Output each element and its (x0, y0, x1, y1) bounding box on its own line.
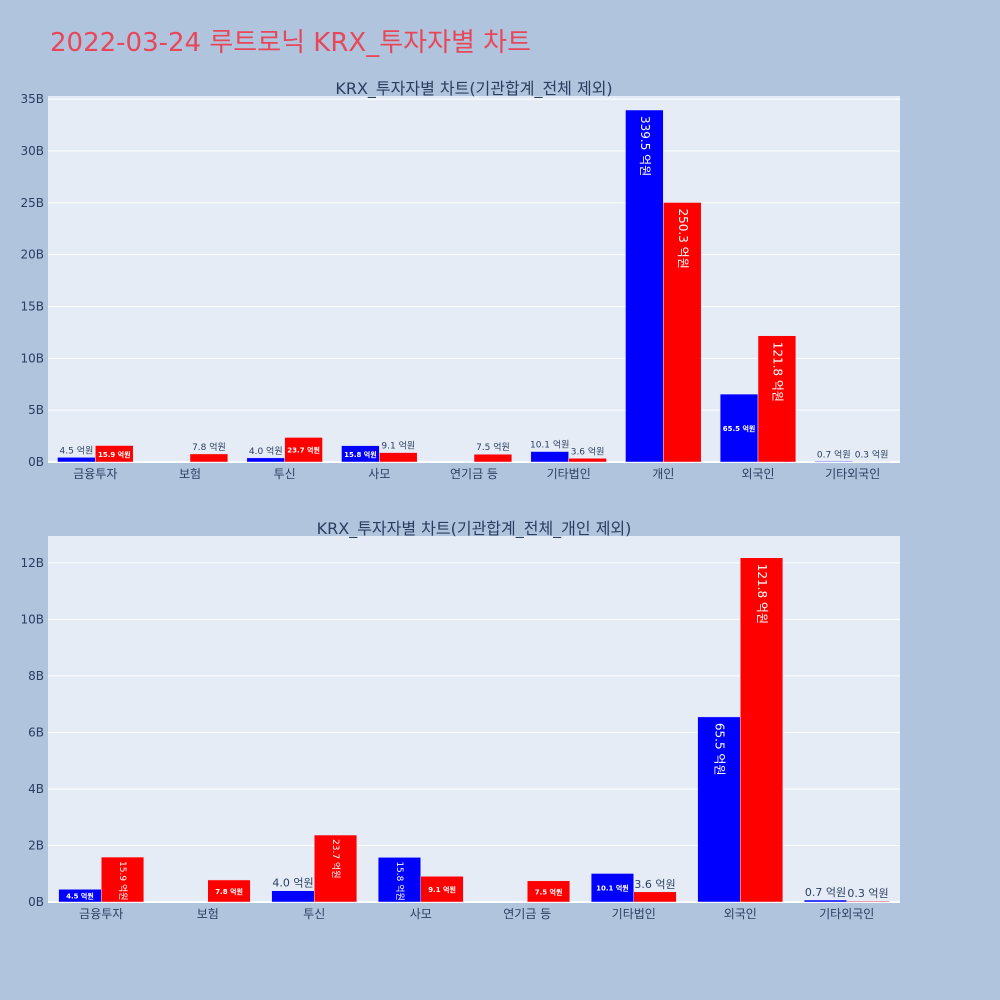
bar-sell (189, 453, 229, 463)
bar-value-label: 7.8 억원 (192, 441, 226, 453)
bar-sell (101, 856, 145, 903)
bar-value-label: 9.1 억원 (381, 440, 415, 452)
bar-value-label: 0.7 억원 (805, 886, 846, 899)
x-tick-label: 연기금 등 (503, 907, 551, 921)
x-tick-label: 사모 (410, 907, 432, 921)
bar-value-label: 10.1 억원 (596, 884, 629, 893)
y-tick-label: 5B (28, 403, 44, 417)
bar-value-label: 121.8 억원 (770, 342, 784, 402)
bar-sell (314, 834, 358, 903)
bar-sell (95, 445, 134, 463)
bar-buy (530, 451, 569, 463)
bar-sell (568, 458, 607, 463)
x-tick-label: 기타외국인 (819, 907, 874, 921)
bar-sell (663, 202, 702, 463)
bar-value-label: 23.7 억원 (330, 839, 342, 878)
page-title: 2022-03-24 루트로닉 KRX_투자자별 차트 (50, 28, 532, 58)
bar-buy (625, 109, 664, 463)
bar-value-label: 4.0 억원 (249, 445, 283, 457)
bar-value-label: 15.8 억원 (344, 450, 377, 459)
investor-chart-top: KRX_투자자별 차트(기관합계_전체 제외) 0B 5B 10B 15B 20B 25B 3… (20, 79, 900, 481)
y-tick-label: 6B (28, 725, 44, 739)
bar-value-label: 65.5 억원 (723, 424, 756, 433)
bar-sell (207, 879, 251, 903)
bar-value-label: 4.0 억원 (272, 877, 313, 890)
x-tick-label: 사모 (368, 467, 390, 481)
bar-sell (757, 335, 797, 463)
y-tick-label: 35B (20, 92, 44, 106)
bar-value-label: 4.5 억원 (66, 892, 94, 901)
bar-buy (719, 393, 759, 463)
y-tick-label: 0B (28, 455, 44, 469)
y-tick-label: 20B (20, 248, 44, 262)
y-tick-label: 30B (20, 144, 44, 158)
y-tick-label: 8B (28, 669, 44, 683)
bar-value-label: 10.1 억원 (530, 439, 569, 451)
y-tick-label: 2B (28, 838, 44, 852)
chart-title: KRX_투자자별 차트(기관합계_전체_개인 제외) (317, 519, 632, 539)
y-tick-label: 0B (28, 895, 44, 909)
bar-value-label: 3.6 억원 (571, 445, 605, 457)
x-tick-label: 기타외국인 (825, 467, 880, 481)
bar-buy (271, 890, 315, 903)
bar-buy (377, 857, 421, 903)
y-tick-label: 12B (20, 556, 44, 570)
bar-buy (803, 899, 848, 903)
bar-value-label: 7.8 억원 (215, 887, 243, 896)
x-tick-label: 금융투자 (79, 907, 123, 921)
bar-buy (590, 873, 635, 903)
x-tick-label: 외국인 (724, 907, 757, 921)
x-tick-label: 개인 (652, 467, 674, 481)
bar-value-label: 250.3 억원 (676, 208, 690, 268)
x-tick-label: 금융투자 (73, 467, 117, 481)
x-tick-label: 연기금 등 (450, 467, 498, 481)
bar-sell (740, 557, 784, 903)
bar-sell (420, 876, 464, 903)
bar-buy (697, 716, 741, 903)
x-tick-label: 투신 (274, 467, 296, 481)
bar-sell (473, 453, 513, 463)
bar-value-label: 339.5 억원 (638, 116, 652, 176)
y-tick-label: 10B (20, 351, 44, 365)
bar-value-label: 65.5 억원 (712, 723, 726, 776)
bar-value-label: 0.3 억원 (855, 449, 889, 461)
bar-sell (846, 900, 890, 903)
bar-value-label: 9.1 억원 (428, 885, 456, 894)
y-tick-label: 15B (20, 299, 44, 313)
y-tick-label: 25B (20, 196, 44, 210)
bar-value-label: 7.5 억원 (535, 887, 563, 896)
x-tick-label: 투신 (303, 907, 325, 921)
x-tick-label: 보험 (179, 467, 201, 481)
bar-value-label: 4.5 억원 (60, 444, 94, 456)
x-tick-label: 기타법인 (612, 907, 656, 921)
bar-value-label: 0.3 억원 (847, 887, 888, 900)
chart-title: KRX_투자자별 차트(기관합계_전체 제외) (335, 79, 612, 99)
bar-value-label: 15.9 억원 (117, 861, 129, 900)
bar-value-label: 3.6 억원 (634, 878, 675, 891)
bar-sell (633, 891, 677, 903)
y-tick-label: 4B (28, 782, 44, 796)
bar-value-label: 7.5 억원 (476, 441, 510, 453)
bar-sell (527, 880, 571, 903)
bar-value-label: 15.8 억원 (394, 861, 406, 900)
bar-value-label: 121.8 억원 (755, 564, 769, 624)
bar-value-label: 23.7 억원 (287, 446, 320, 455)
x-tick-label: 외국인 (741, 467, 774, 481)
y-tick-label: 10B (20, 612, 44, 626)
bar-sell (379, 452, 418, 463)
bar-sell (284, 437, 323, 463)
x-tick-label: 보험 (197, 907, 219, 921)
bar-value-label: 0.7 억원 (817, 448, 851, 460)
bar-value-label: 15.9 억원 (98, 450, 131, 459)
x-tick-label: 기타법인 (547, 467, 591, 481)
